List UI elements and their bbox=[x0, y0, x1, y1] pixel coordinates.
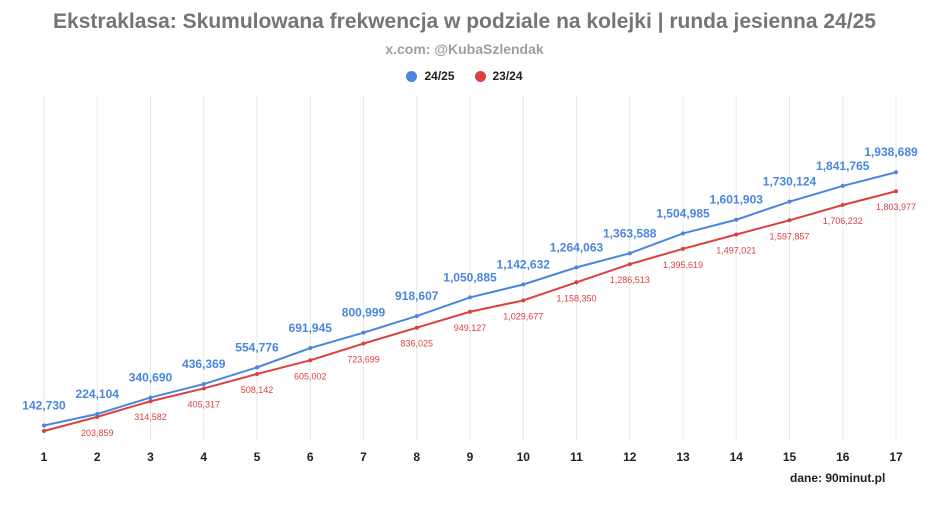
series-point-23-24 bbox=[255, 371, 259, 376]
series-point-24-25 bbox=[574, 265, 579, 270]
series-point-24-25 bbox=[148, 395, 153, 400]
series-point-24-25 bbox=[42, 423, 46, 428]
data-label-24-25: 1,050,885 bbox=[443, 270, 497, 284]
data-label-24-25: 918,607 bbox=[395, 289, 439, 303]
x-tick-label: 13 bbox=[676, 450, 690, 464]
series-point-24-25 bbox=[255, 365, 259, 370]
series-point-23-24 bbox=[95, 414, 100, 419]
data-label-23-24: 1,597,857 bbox=[769, 231, 809, 241]
data-label-23-24: 1,395,619 bbox=[663, 260, 703, 270]
x-tick-label: 12 bbox=[623, 450, 637, 464]
series-point-23-24 bbox=[42, 429, 46, 433]
data-label-23-24: 1,286,513 bbox=[610, 275, 650, 285]
series-point-24-25 bbox=[627, 251, 632, 256]
series-point-24-25 bbox=[840, 183, 845, 188]
series-point-24-25 bbox=[361, 330, 366, 335]
data-label-23-24: 605,002 bbox=[294, 371, 327, 381]
data-label-24-25: 1,142,632 bbox=[497, 257, 551, 271]
series-point-24-25 bbox=[681, 231, 685, 236]
data-label-24-25: 1,504,985 bbox=[656, 206, 710, 220]
series-point-23-24 bbox=[521, 298, 526, 303]
series-point-23-24 bbox=[361, 341, 366, 346]
data-label-23-24: 1,803,977 bbox=[876, 202, 916, 212]
series-point-24-25 bbox=[787, 199, 792, 204]
data-label-23-24: 1,706,232 bbox=[823, 216, 863, 226]
data-label-23-24: 723,699 bbox=[347, 355, 380, 365]
x-tick-label: 10 bbox=[517, 450, 531, 464]
series-point-23-24 bbox=[681, 246, 685, 251]
series-point-23-24 bbox=[894, 189, 898, 194]
chart-title: Ekstraklasa: Skumulowana frekwencja w po… bbox=[53, 10, 876, 33]
data-label-23-24: 1,029,677 bbox=[503, 311, 543, 321]
x-tick-label: 15 bbox=[783, 450, 797, 464]
x-tick-label: 4 bbox=[200, 450, 207, 464]
x-tick-label: 5 bbox=[254, 450, 261, 464]
series-point-24-25 bbox=[414, 314, 419, 319]
series-point-24-25 bbox=[521, 282, 526, 287]
data-label-24-25: 800,999 bbox=[342, 306, 386, 320]
x-tick-label: 6 bbox=[307, 450, 314, 464]
series-point-23-24 bbox=[148, 399, 153, 404]
x-tick-label: 14 bbox=[730, 450, 744, 464]
series-point-24-25 bbox=[894, 170, 898, 175]
data-label-24-25: 554,776 bbox=[235, 340, 279, 354]
data-label-24-25: 436,369 bbox=[182, 357, 226, 371]
data-label-23-24: 1,158,350 bbox=[556, 293, 596, 303]
data-label-23-24: 203,859 bbox=[81, 428, 114, 438]
x-tick-label: 9 bbox=[467, 450, 474, 464]
series-point-23-24 bbox=[468, 309, 472, 314]
data-source: dane: 90minut.pl bbox=[790, 471, 886, 485]
series-point-23-24 bbox=[840, 203, 845, 208]
data-label-23-24: 314,582 bbox=[134, 412, 167, 422]
x-tick-label: 3 bbox=[147, 450, 154, 464]
data-label-24-25: 224,104 bbox=[76, 387, 120, 401]
legend: 24/25 23/24 bbox=[0, 69, 929, 83]
series-point-23-24 bbox=[308, 358, 313, 363]
series-point-24-25 bbox=[95, 412, 100, 417]
legend-item-series-a: 24/25 bbox=[406, 69, 455, 83]
x-tick-label: 8 bbox=[413, 450, 420, 464]
legend-item-series-b: 23/24 bbox=[474, 69, 523, 83]
data-label-24-25: 1,601,903 bbox=[710, 193, 764, 207]
data-label-24-25: 142,730 bbox=[22, 398, 66, 412]
data-label-24-25: 1,938,689 bbox=[864, 145, 918, 159]
legend-label-series-a: 24/25 bbox=[424, 69, 455, 83]
legend-marker-series-b bbox=[474, 70, 486, 82]
data-label-23-24: 1,497,021 bbox=[716, 246, 756, 256]
x-tick-label: 1 bbox=[41, 450, 48, 464]
data-label-24-25: 1,363,588 bbox=[603, 226, 657, 240]
data-label-23-24: 405,317 bbox=[187, 399, 220, 409]
data-label-23-24: 836,025 bbox=[400, 339, 433, 349]
series-point-24-25 bbox=[201, 382, 206, 387]
data-label-24-25: 1,730,124 bbox=[763, 175, 817, 189]
series-point-24-25 bbox=[308, 346, 313, 351]
x-tick-label: 11 bbox=[570, 450, 583, 464]
series-point-23-24 bbox=[574, 280, 579, 285]
data-label-24-25: 340,690 bbox=[129, 371, 173, 385]
series-point-23-24 bbox=[201, 386, 206, 391]
data-label-24-25: 1,841,765 bbox=[816, 159, 870, 173]
x-tick-label: 2 bbox=[94, 450, 101, 464]
series-point-24-25 bbox=[468, 295, 472, 300]
x-tick-label: 16 bbox=[836, 450, 850, 464]
series-point-23-24 bbox=[627, 262, 632, 267]
series-point-23-24 bbox=[734, 232, 739, 237]
chart-subtitle: x.com: @KubaSzlendak bbox=[385, 41, 544, 57]
series-point-24-25 bbox=[734, 217, 739, 222]
data-label-24-25: 1,264,063 bbox=[550, 240, 604, 254]
series-point-23-24 bbox=[414, 325, 419, 330]
legend-marker-series-a bbox=[406, 70, 418, 82]
x-tick-label: 7 bbox=[360, 450, 367, 464]
series-point-23-24 bbox=[787, 218, 792, 223]
data-label-24-25: 691,945 bbox=[289, 321, 333, 335]
data-label-23-24: 508,142 bbox=[241, 385, 274, 395]
x-tick-label: 17 bbox=[889, 450, 903, 464]
legend-label-series-b: 23/24 bbox=[492, 69, 523, 83]
data-label-23-24: 949,127 bbox=[454, 323, 487, 333]
